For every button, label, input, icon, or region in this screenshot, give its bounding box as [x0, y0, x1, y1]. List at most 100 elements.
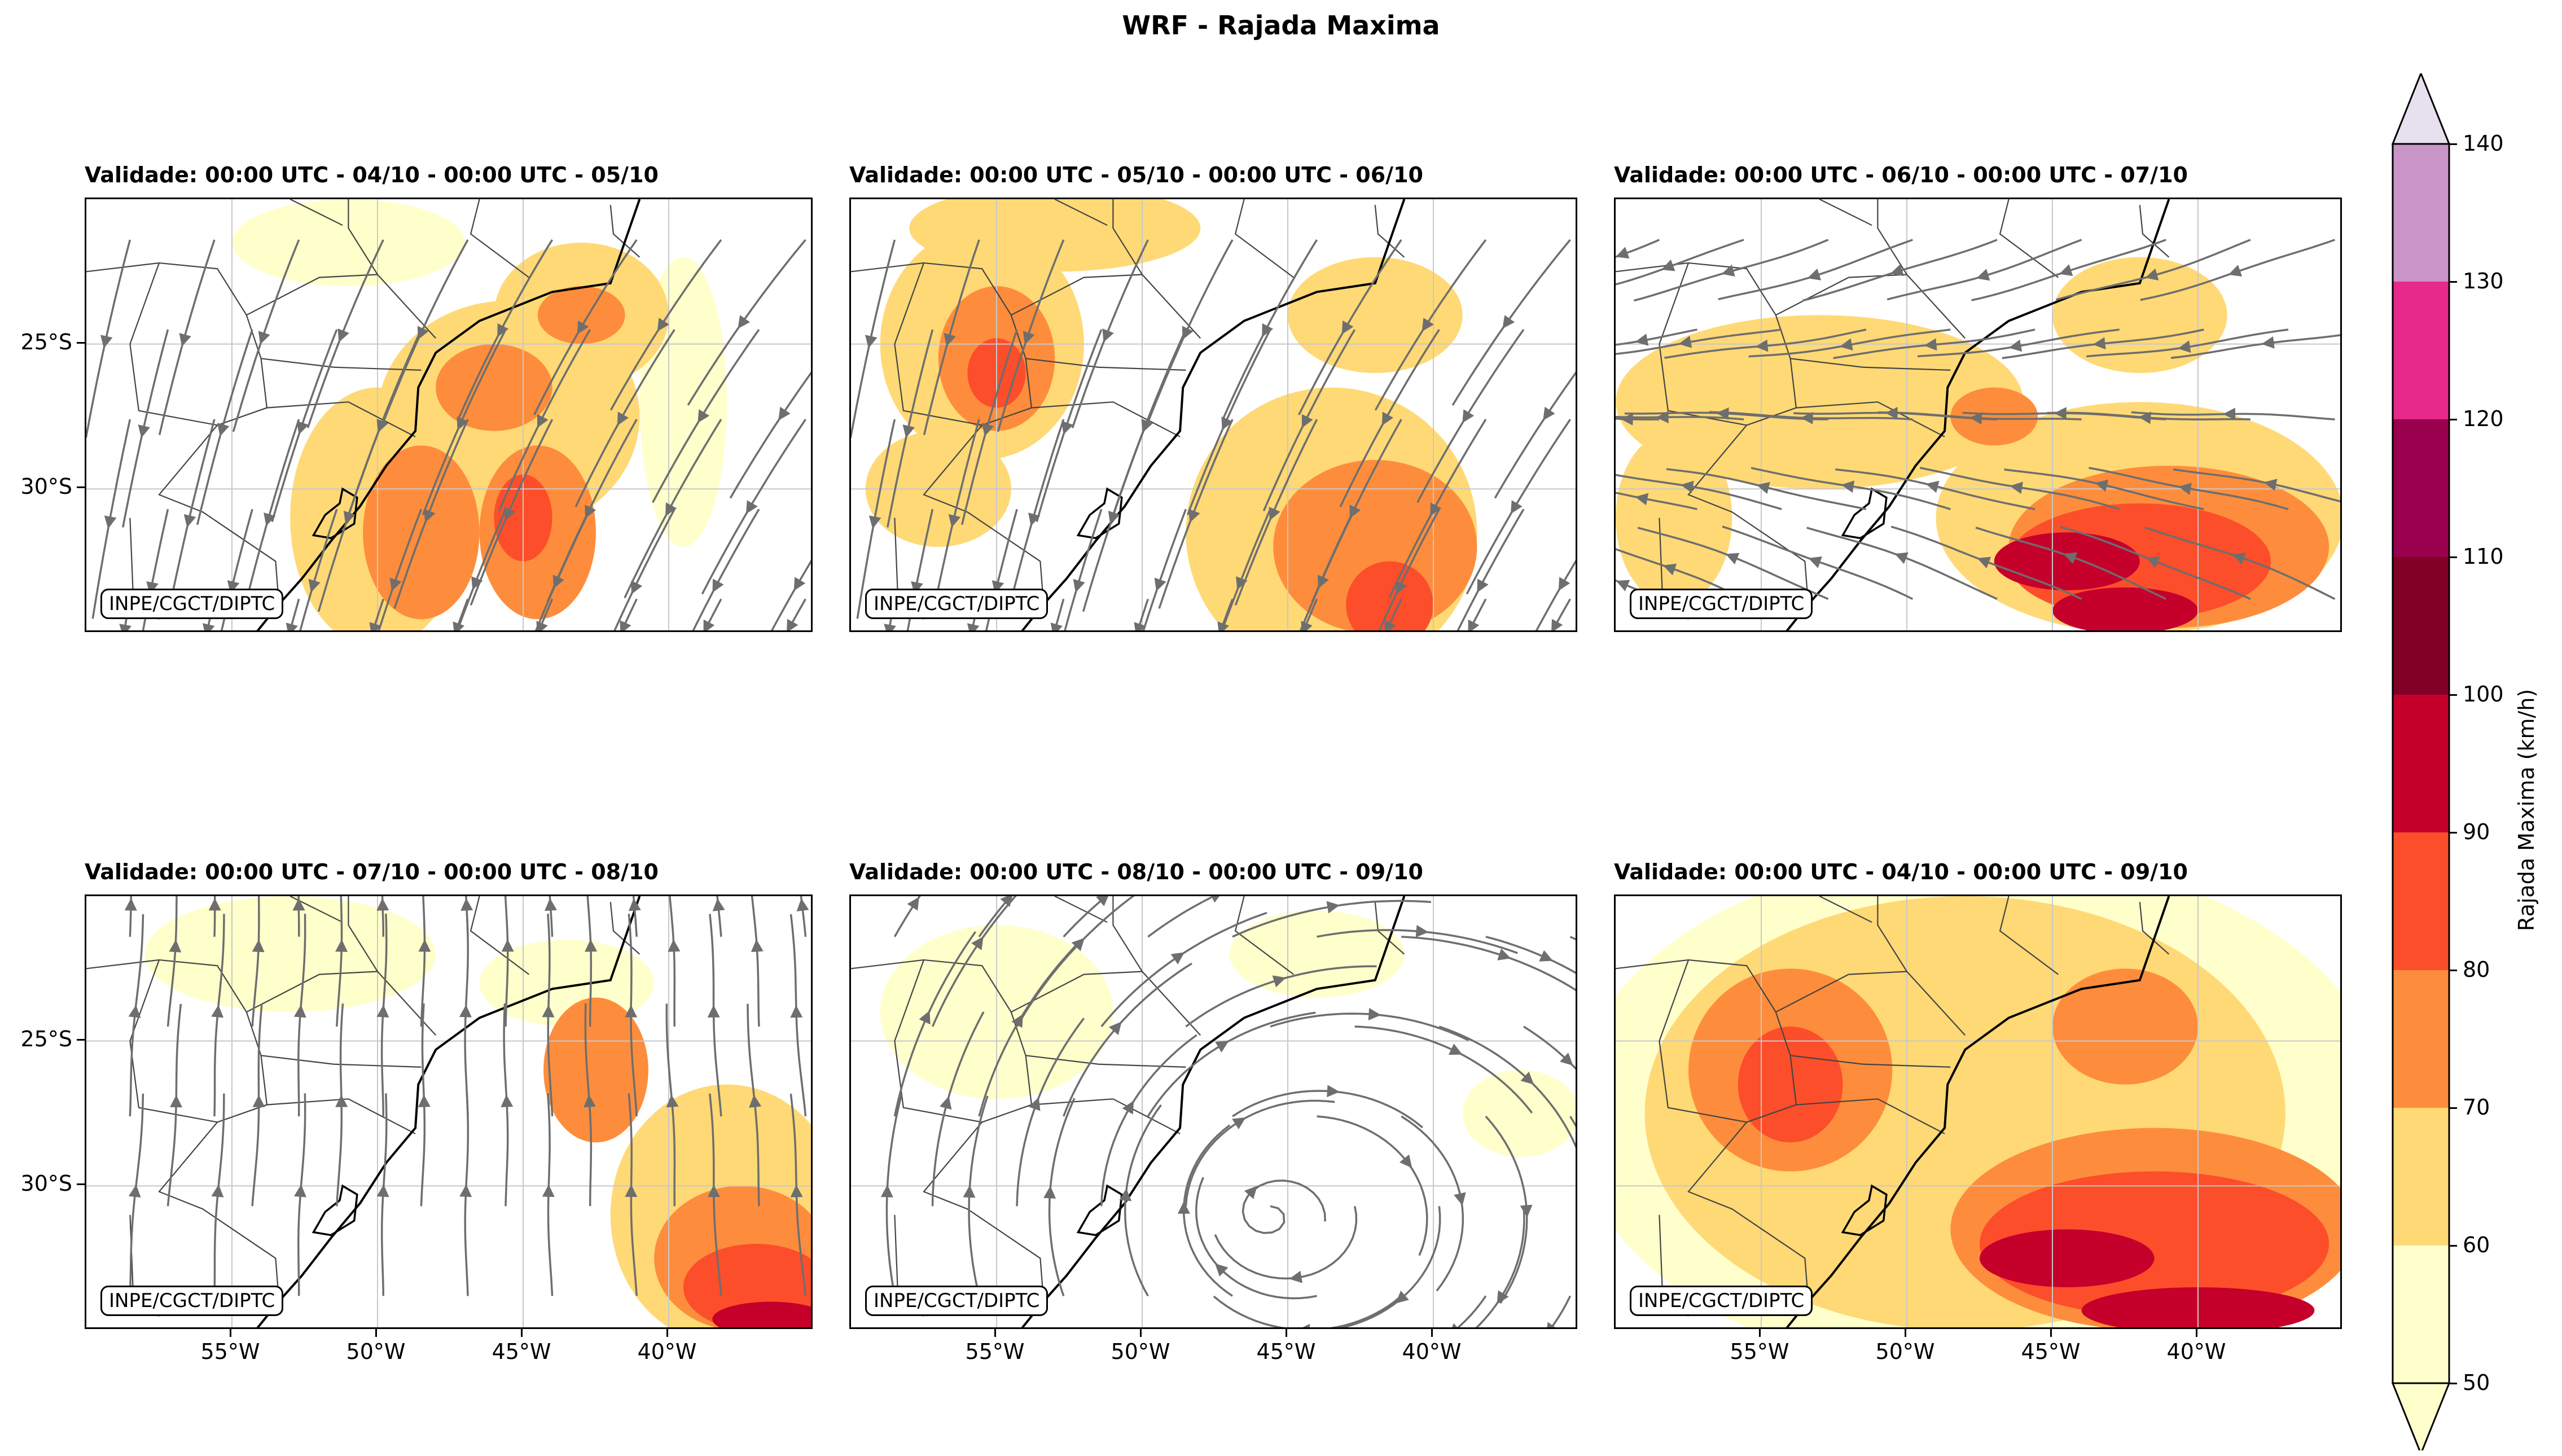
- streamline-arrow-25: [417, 326, 429, 340]
- streamline-arrow-20: [1807, 268, 1822, 280]
- streamline-arrow-38: [1520, 1204, 1533, 1218]
- colorbar-segment-6: [2393, 557, 2449, 695]
- gust-contour-1: [1616, 315, 2024, 489]
- lon-tick-label: 50°W: [1111, 1339, 1170, 1364]
- streamline-arrow-17: [418, 1094, 431, 1107]
- streamline-arrow-3: [104, 515, 117, 529]
- streamline-arrow-17: [1154, 577, 1166, 591]
- colorbar-tick-mark: [2449, 143, 2457, 145]
- streamline-10: [1616, 239, 1744, 286]
- streamline-arrow-15: [258, 331, 270, 345]
- streamline-arrow-38: [1430, 502, 1442, 516]
- gust-contour-4: [436, 344, 552, 431]
- streamline-arrow-14: [297, 420, 309, 435]
- map-panel-5: INPE/CGCT/DIPTC: [849, 894, 1577, 1329]
- colorbar-segment-8: [2393, 282, 2449, 419]
- lagoon-outline: [1841, 487, 1888, 540]
- streamline-arrow-24: [1368, 1008, 1381, 1021]
- streamline-arrow-20: [1102, 328, 1114, 343]
- state-border-8: [1999, 199, 2059, 278]
- state-border-2: [894, 959, 982, 1123]
- streamline-arrow-31: [620, 620, 631, 630]
- streamline-arrow-1: [880, 1185, 893, 1198]
- state-border-4: [261, 358, 422, 371]
- streamline-arrow-28: [1399, 1154, 1412, 1168]
- streamline-arrow-17: [389, 577, 402, 591]
- streamline-arrow-39: [1462, 409, 1475, 423]
- streamline-arrow-3: [1620, 413, 1633, 426]
- streamline-arrow-6: [963, 1185, 976, 1198]
- state-border-3: [1796, 401, 1945, 437]
- streamline-arrow-1: [1616, 580, 1630, 591]
- lat-tick-label: 30°S: [20, 474, 72, 499]
- streamline-arrow-40: [1539, 950, 1553, 962]
- state-border-5: [246, 274, 437, 339]
- streamline-arrow-33: [1349, 505, 1361, 519]
- streamline-arrow-27: [552, 574, 564, 589]
- streamline-arrow-8: [948, 514, 961, 528]
- streamline-arrow-24: [1221, 416, 1233, 431]
- streamline-arrow-44: [778, 406, 791, 421]
- streamline-arrow-18: [1215, 1041, 1229, 1052]
- streamline-arrow-29: [1448, 1043, 1463, 1055]
- streamline-arrow-28: [542, 1005, 555, 1018]
- streamline-33: [1401, 1115, 1464, 1292]
- lon-tick-mark: [666, 1329, 668, 1337]
- lagoon-outline: [312, 1184, 358, 1236]
- streamline-42: [770, 559, 811, 630]
- streamline-arrow-4: [1635, 334, 1649, 346]
- streamline-arrow-21: [1177, 1201, 1190, 1214]
- streamline-arrow-27: [1317, 574, 1329, 589]
- state-border-7: [1819, 896, 1872, 923]
- lon-tick-label: 40°W: [2166, 1339, 2226, 1364]
- streamline-arrow-5: [124, 898, 137, 911]
- state-border-3: [1031, 401, 1181, 437]
- streamline-arrow-22: [1925, 480, 1940, 493]
- lon-tick-mark: [1431, 1329, 1433, 1337]
- streamline-arrow-2: [170, 1095, 182, 1108]
- streamline-41: [1550, 1295, 1572, 1327]
- streamline-arrow-19: [1840, 338, 1853, 351]
- lat-tick-mark: [77, 1183, 85, 1186]
- state-border-4: [1790, 1055, 1951, 1068]
- streamline-arrow-9: [252, 939, 265, 953]
- lon-tick-label: 45°W: [492, 1339, 551, 1364]
- streamline-arrow-25: [1182, 326, 1194, 340]
- streamline-arrow-24: [501, 939, 514, 952]
- streamline-43: [1569, 936, 1576, 941]
- streamline-arrow-14: [1170, 952, 1185, 964]
- streamline-arrow-45: [2228, 265, 2243, 277]
- state-border-8: [1234, 199, 1294, 278]
- lagoon-outline: [1076, 1184, 1123, 1236]
- streamline-arrow-40: [2145, 268, 2159, 280]
- streamline-arrow-43: [2223, 407, 2236, 420]
- colorbar-tick-mark: [2449, 970, 2457, 971]
- streamline-arrow-6: [211, 1184, 224, 1198]
- gust-contour-7: [2052, 257, 2227, 373]
- state-border-3: [266, 1098, 416, 1134]
- streamline-arrow-13: [293, 1005, 306, 1018]
- streamline-arrow-16: [1134, 622, 1146, 630]
- streamline-arrow-25: [1890, 264, 1904, 277]
- coastline: [1021, 896, 1406, 1327]
- panel-title-4: Validade: 00:00 UTC - 07/10 - 00:00 UTC …: [85, 859, 659, 884]
- lat-tick-label: 25°S: [20, 329, 72, 354]
- streamline-arrow-4: [971, 936, 984, 950]
- streamline-arrow-42: [793, 577, 806, 591]
- panel-title-6: Validade: 00:00 UTC - 04/10 - 00:00 UTC …: [1614, 859, 2188, 884]
- streamline-arrow-32: [1396, 580, 1407, 595]
- state-border-7: [1054, 199, 1108, 226]
- map-panel-3: INPE/CGCT/DIPTC: [1614, 198, 2342, 632]
- state-border-6: [348, 199, 378, 275]
- panel-title-1: Validade: 00:00 UTC - 04/10 - 00:00 UTC …: [85, 163, 659, 187]
- credit-label: INPE/CGCT/DIPTC: [100, 1286, 284, 1316]
- map-panel-2: INPE/CGCT/DIPTC: [849, 198, 1577, 632]
- state-border-4: [1790, 358, 1951, 371]
- map-canvas: [1616, 896, 2340, 1327]
- map-canvas: [86, 199, 811, 630]
- streamline-arrow-16: [1119, 1188, 1132, 1201]
- streamline-arrow-36: [1468, 619, 1480, 630]
- streamline-arrow-15: [1023, 331, 1035, 345]
- streamline-arrow-30: [497, 323, 509, 337]
- colorbar-tick-mark: [2449, 1383, 2457, 1384]
